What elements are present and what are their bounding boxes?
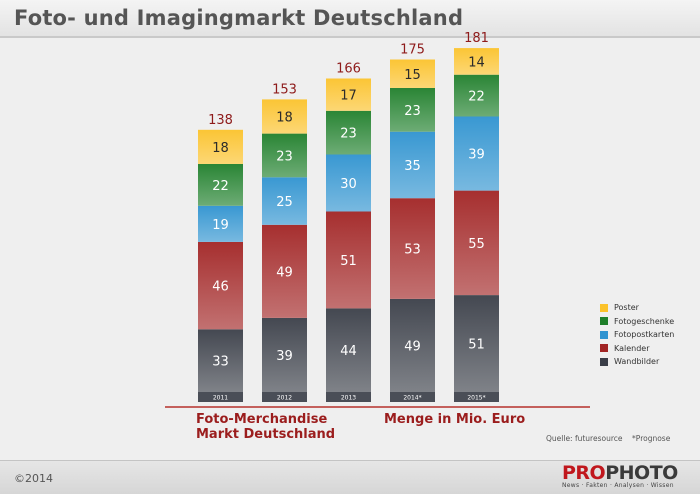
x-tick-label: 2012: [277, 395, 292, 402]
total-label: 166: [336, 62, 361, 77]
data-label: 39: [468, 148, 485, 163]
total-label: 138: [208, 113, 233, 128]
legend-item-kalender: Kalender: [600, 342, 674, 355]
legend-swatch: [600, 330, 608, 339]
bar-segment-fotopostkarten-2013: [326, 154, 371, 212]
legend-label: Kalender: [614, 343, 650, 353]
bar-segment-fotogeschenke-2015*: [454, 74, 499, 117]
bar-segment-wandbilder-2011: [198, 329, 243, 392]
bar-segment-fotogeschenke-2011: [198, 164, 243, 206]
bar-base-2014*: [390, 392, 435, 402]
bar-segment-fotopostkarten-2015*: [454, 116, 499, 191]
logo-pro: PRO: [562, 462, 606, 484]
legend-label: Poster: [614, 303, 639, 312]
bar-base-2012: [262, 392, 307, 402]
data-label: 39: [276, 349, 293, 364]
subtitle-line-1: Foto-Merchandise: [196, 412, 328, 427]
data-label: 33: [212, 355, 229, 370]
data-label: 35: [404, 159, 421, 174]
bar-segment-kalender-2013: [326, 211, 371, 309]
legend-item-wandbilder: Wandbilder: [600, 355, 674, 368]
bar-segment-fotogeschenke-2014*: [390, 88, 435, 132]
page-title: Foto- und Imagingmarkt Deutschland: [14, 6, 464, 30]
source-note: Quelle: futuresource *Prognose: [546, 434, 670, 443]
source-text: Quelle: futuresource: [546, 434, 623, 443]
data-label: 46: [212, 280, 229, 295]
data-label: 25: [276, 195, 293, 210]
bar-segment-fotopostkarten-2012: [262, 177, 307, 225]
bar-segment-wandbilder-2015*: [454, 295, 499, 392]
bar-segment-poster-2011: [198, 129, 243, 164]
x-tick-label: 2011: [213, 395, 228, 402]
data-label: 55: [468, 237, 485, 252]
data-label: 49: [276, 265, 293, 280]
data-label: 22: [212, 179, 229, 194]
data-label: 17: [340, 89, 357, 104]
legend-label: Fotopostkarten: [614, 330, 675, 339]
legend-swatch: [600, 303, 608, 312]
prophoto-logo: PROPHOTO News · Fakten · Analysen · Wiss…: [562, 463, 692, 489]
bar-base-2013: [326, 392, 371, 402]
total-label: 181: [464, 31, 489, 46]
logo-photo: PHOTO: [605, 462, 678, 484]
legend-item-poster: Poster: [600, 301, 674, 314]
bar-segment-poster-2015*: [454, 48, 499, 75]
data-label: 15: [404, 68, 421, 83]
forecast-note: *Prognose: [632, 434, 671, 443]
data-label: 18: [276, 111, 293, 126]
legend-item-fotopostkarten: Fotopostkarten: [600, 328, 674, 341]
bar-segment-wandbilder-2012: [262, 317, 307, 392]
bar-segment-fotogeschenke-2013: [326, 110, 371, 155]
x-tick-label: 2013: [341, 395, 356, 402]
legend-item-fotogeschenke: Fotogeschenke: [600, 315, 674, 328]
legend-swatch: [600, 344, 608, 352]
footer-bar: ©2014 PROPHOTO News · Fakten · Analysen …: [0, 460, 700, 494]
data-label: 51: [340, 254, 357, 269]
data-label: 19: [212, 218, 229, 233]
data-label: 53: [404, 243, 421, 258]
bar-segment-wandbilder-2014*: [390, 298, 435, 392]
bar-segment-poster-2012: [262, 99, 307, 134]
data-label: 22: [468, 90, 485, 105]
data-label: 44: [340, 344, 357, 359]
copyright-text: ©2014: [14, 472, 53, 485]
bar-segment-fotopostkarten-2011: [198, 205, 243, 242]
logo-tagline: News · Fakten · Analysen · Wissen: [562, 482, 674, 489]
x-tick-label: 2015*: [467, 395, 485, 402]
bar-segment-kalender-2015*: [454, 190, 499, 296]
bar-segment-kalender-2011: [198, 241, 243, 330]
data-label: 23: [404, 104, 421, 119]
bar-segment-kalender-2012: [262, 224, 307, 318]
bar-segment-poster-2014*: [390, 59, 435, 88]
bar-base-2011: [198, 392, 243, 402]
chart-legend: Poster Fotogeschenke Fotopostkarten Kalende…: [600, 301, 674, 369]
data-label: 30: [340, 177, 357, 192]
bar-segment-kalender-2014*: [390, 198, 435, 299]
legend-swatch: [600, 317, 608, 325]
legend-label: Wandbilder: [614, 357, 660, 366]
x-tick-label: 2014*: [403, 395, 421, 402]
bar-base-2015*: [454, 392, 499, 402]
bar-segment-wandbilder-2013: [326, 308, 371, 392]
subtitle-line-2: Markt Deutschland: [196, 427, 336, 442]
chart-subtitle-left: Foto-Merchandise Markt Deutschland: [196, 412, 335, 442]
bar-segment-fotopostkarten-2014*: [390, 131, 435, 199]
data-label: 18: [212, 141, 229, 156]
total-label: 153: [272, 82, 297, 97]
legend-swatch: [600, 357, 608, 366]
legend-label: Fotogeschenke: [614, 316, 675, 326]
total-label: 175: [400, 43, 425, 58]
data-label: 23: [276, 149, 293, 164]
data-label: 23: [340, 127, 357, 142]
data-label: 14: [468, 55, 485, 70]
bar-segment-poster-2013: [326, 78, 371, 111]
bar-segment-fotogeschenke-2012: [262, 133, 307, 178]
data-label: 49: [404, 339, 421, 354]
data-label: 51: [468, 338, 485, 353]
header-bar: Foto- und Imagingmarkt Deutschland: [0, 0, 700, 38]
chart-subtitle-right: Menge in Mio. Euro: [384, 412, 526, 427]
